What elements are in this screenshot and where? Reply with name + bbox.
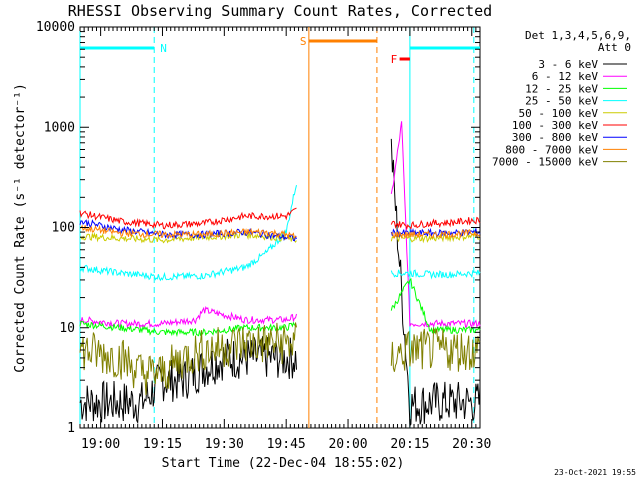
series-line-800-7000-kev <box>79 224 297 241</box>
legend-label: 7000 - 15000 keV <box>492 156 598 169</box>
series-line-3-6-kev-after-gap <box>390 138 481 428</box>
legend-label: 100 - 300 keV <box>512 119 598 132</box>
series-layer <box>79 121 481 428</box>
plot-area <box>79 26 481 429</box>
series-line-100-300-kev-after-gap <box>390 216 481 231</box>
y-axis-label: Corrected Count Rate (s⁻¹ detector⁻¹) <box>13 83 28 373</box>
x-tick-label: 19:00 <box>81 437 120 452</box>
series-line-25-50-kev-after-gap <box>390 269 481 280</box>
series-line-100-300-kev <box>79 207 297 230</box>
series-line-12-25-kev-after-gap <box>390 277 481 335</box>
x-tick-label: 20:00 <box>328 437 367 452</box>
y-tick-label: 1000 <box>44 120 75 135</box>
annotation-layer: N S F <box>79 27 480 428</box>
legend-label: 50 - 100 keV <box>519 107 599 120</box>
x-tick-label: 19:45 <box>267 437 306 452</box>
y-tick-label: 10 <box>59 321 75 336</box>
y-tick-label: 100 <box>52 221 75 236</box>
x-tick-label: 19:30 <box>205 437 244 452</box>
series-line-25-50-kev <box>79 184 297 282</box>
series-line-7000-15000-kev <box>79 322 297 396</box>
series-line-800-7000-kev-after-gap <box>391 228 481 240</box>
legend-label: 300 - 800 keV <box>512 131 598 144</box>
saa-label: S <box>300 35 307 48</box>
x-tick-label: 20:15 <box>390 437 429 452</box>
axis-layer: 1 10 100 1000 10000 19:00 19:15 19:30 19:45 20:00… <box>36 20 491 452</box>
series-line-300-800-kev <box>79 218 297 242</box>
series-line-12-25-kev <box>79 320 297 338</box>
footer-timestamp: 23-Oct-2021 19:55 <box>554 468 636 477</box>
legend-label: 25 - 50 keV <box>525 95 598 108</box>
x-tick-label: 20:30 <box>452 437 491 452</box>
y-tick-label: 1 <box>67 421 75 436</box>
series-line-7000-15000-kev-after-gap <box>390 327 481 372</box>
series-line-50-100-kev-after-gap <box>390 232 481 244</box>
legend-label: 6 - 12 keV <box>532 70 599 83</box>
series-line-6-12-kev <box>79 306 297 329</box>
x-tick-label: 19:15 <box>143 437 182 452</box>
legend-label: 800 - 7000 keV <box>505 143 598 156</box>
legend-label: 3 - 6 keV <box>538 58 598 71</box>
legend-label: 12 - 25 keV <box>525 82 598 95</box>
series-line-3-6-kev <box>79 336 297 425</box>
legend-header-line-2: Att 0 <box>598 41 631 54</box>
flare-label: F <box>391 53 398 66</box>
plot-frame <box>79 26 481 429</box>
legend-header-line-1: Det 1,3,4,5,6,9, <box>525 29 631 42</box>
night-label: N <box>160 42 167 55</box>
x-axis-label: Start Time (22-Dec-04 18:55:02) <box>162 456 405 471</box>
chart-title: RHESSI Observing Summary Count Rates, Co… <box>68 2 492 20</box>
y-tick-label: 10000 <box>36 20 75 35</box>
